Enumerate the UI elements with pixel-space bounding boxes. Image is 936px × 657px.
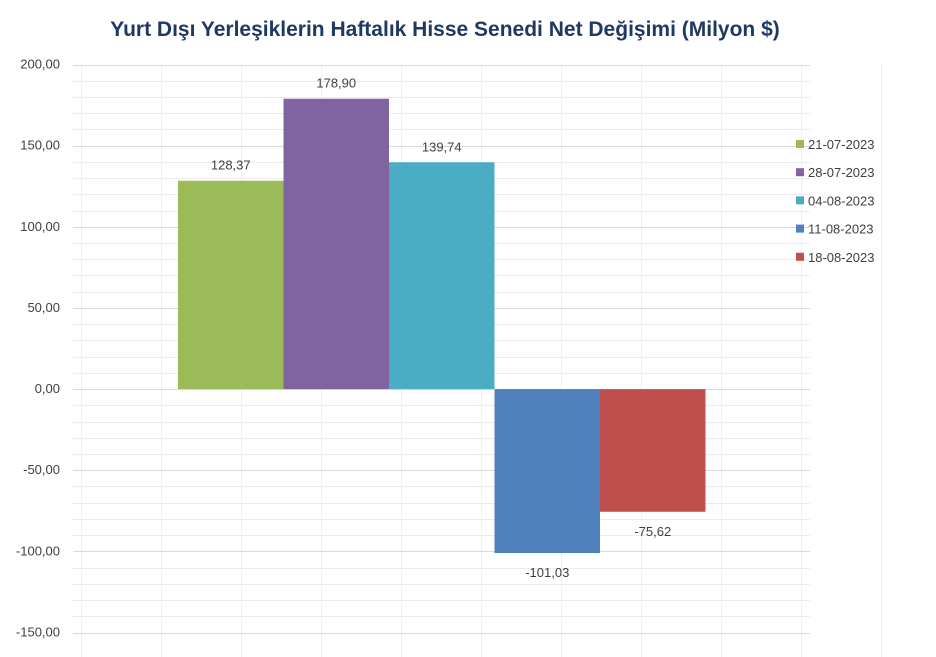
legend-label: 21-07-2023	[808, 137, 875, 152]
legend-label: 18-08-2023	[808, 250, 875, 265]
chart-title: Yurt Dışı Yerleşiklerin Haftalık Hisse S…	[110, 18, 780, 41]
bar-21-07-2023	[178, 180, 284, 390]
bar-11-08-2023	[494, 389, 600, 554]
data-label: 139,74	[422, 139, 462, 154]
data-label: -101,03	[525, 565, 569, 580]
bar-28-07-2023	[283, 98, 389, 390]
y-tick-label: 0,00	[35, 381, 60, 396]
y-tick-label: 200,00	[20, 57, 60, 72]
legend-label: 28-07-2023	[808, 165, 875, 180]
y-tick-label: 50,00	[27, 300, 60, 315]
legend-swatch	[796, 224, 804, 233]
y-tick-label: 150,00	[20, 138, 60, 153]
legend-swatch	[796, 196, 804, 205]
legend-label: 04-08-2023	[808, 193, 875, 208]
y-tick-label: -150,00	[16, 625, 60, 640]
legend-swatch	[796, 252, 804, 261]
legend-label: 11-08-2023	[808, 222, 874, 237]
data-label: 178,90	[316, 76, 356, 91]
bar-04-08-2023	[389, 162, 495, 390]
y-tick-label: -50,00	[23, 462, 60, 477]
legend-swatch	[796, 168, 804, 177]
bar-18-08-2023	[600, 389, 706, 512]
data-label: 128,37	[211, 158, 251, 173]
y-tick-label: -100,00	[16, 543, 60, 558]
y-tick-label: 100,00	[20, 219, 60, 234]
legend-swatch	[796, 140, 804, 148]
data-label: -75,62	[634, 524, 671, 539]
